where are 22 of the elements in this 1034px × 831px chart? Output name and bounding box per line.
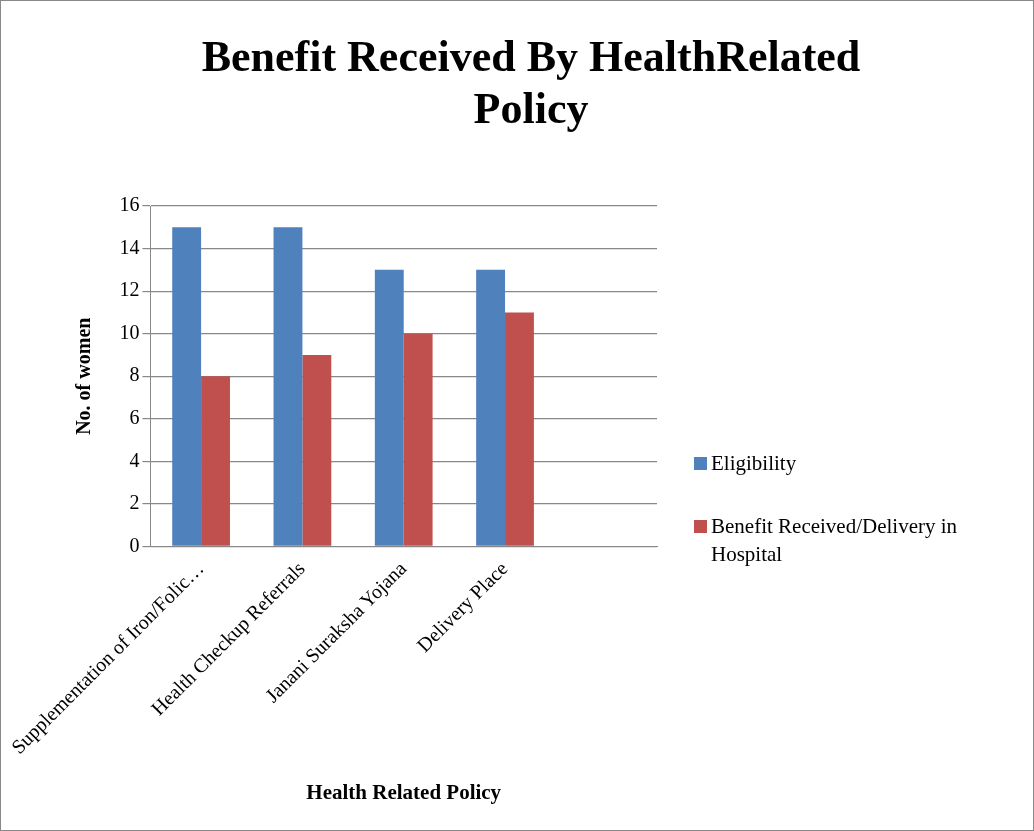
y-tick-label: 12: [119, 278, 140, 301]
bar: [273, 227, 303, 546]
y-tick-label: 8: [129, 363, 140, 386]
chart-title: Benefit Received By HealthRelated Policy: [200, 31, 862, 135]
y-tick-label: 10: [119, 320, 140, 343]
y-axis-title: No. of women: [71, 317, 94, 435]
bar: [302, 354, 332, 546]
y-tick-label: 0: [129, 533, 140, 556]
bar: [403, 333, 433, 546]
bar: [201, 376, 230, 546]
bar: [505, 312, 534, 546]
y-tick-label: 6: [129, 406, 140, 429]
bar: [476, 269, 506, 546]
legend-label: Eligibility: [711, 450, 797, 477]
y-tick-label: 16: [119, 193, 140, 216]
y-tick-label: 14: [119, 235, 140, 258]
bar: [374, 269, 404, 546]
y-tick-label: 2: [129, 491, 140, 514]
x-axis-title: Health Related Policy: [306, 779, 502, 804]
bar: [172, 227, 202, 546]
legend-label: Benefit Received/Delivery in Hospital: [711, 513, 959, 568]
y-tick-label: 4: [129, 448, 140, 471]
